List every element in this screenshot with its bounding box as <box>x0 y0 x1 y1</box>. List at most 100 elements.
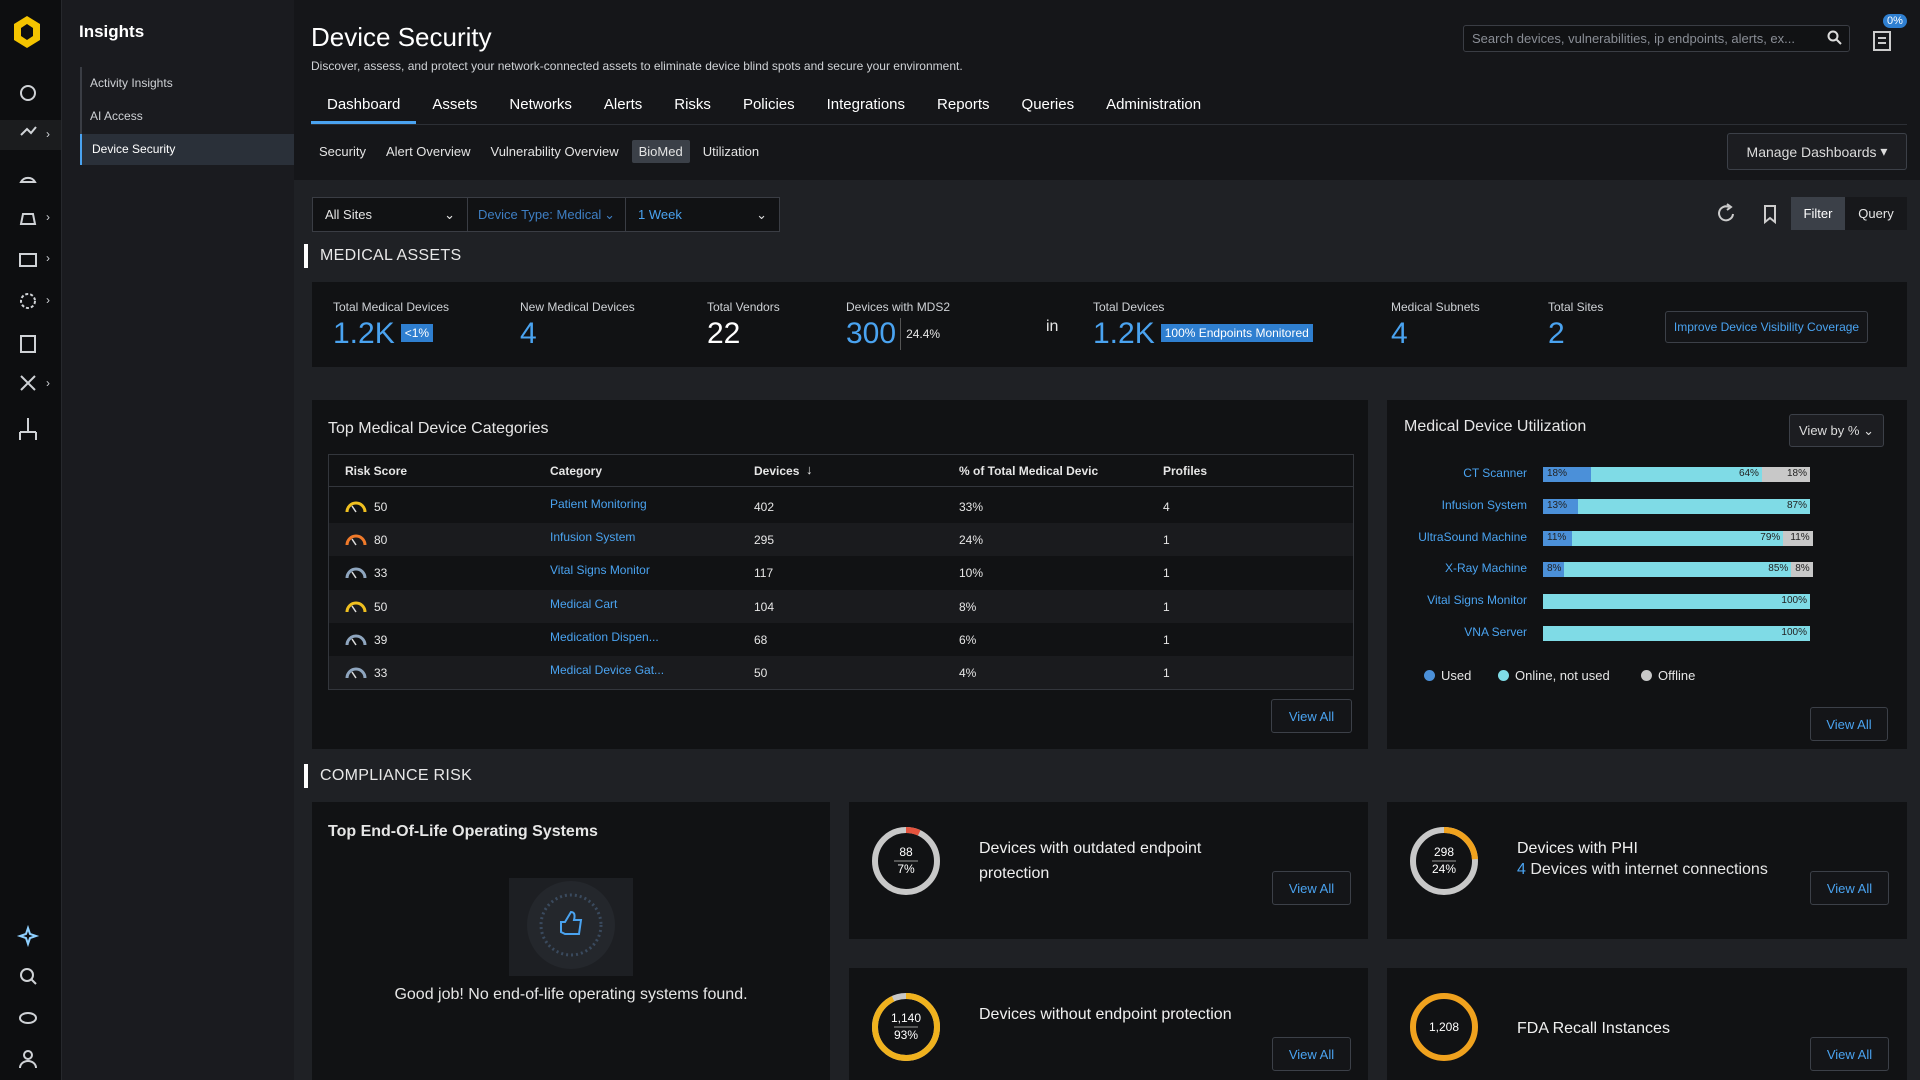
category-link[interactable]: Medical Cart <box>550 597 617 611</box>
column-header: % of Total Medical Devic <box>959 464 1098 478</box>
compliance-card: 1,208FDA Recall InstancesView All <box>1387 968 1907 1080</box>
risk-gauge <box>345 500 367 514</box>
category-link[interactable]: Infusion System <box>550 530 635 544</box>
view-by[interactable]: View by % ⌄ <box>1789 414 1884 447</box>
utilization-bar <box>1578 499 1810 514</box>
tab[interactable]: Networks <box>493 96 588 124</box>
icon-rail: ››››› <box>0 0 62 1080</box>
sub-count[interactable]: 4 <box>1517 861 1526 878</box>
row-label[interactable]: Vital Signs Monitor <box>1427 593 1527 607</box>
category-link[interactable]: Medication Dispen... <box>550 630 659 644</box>
subtab[interactable]: Alert Overview <box>379 140 478 163</box>
table-cell: 10% <box>959 566 983 580</box>
donut: 1,208 <box>1406 989 1482 1065</box>
panel-title: Top Medical Device Categories <box>328 420 549 438</box>
bar-label: 100% <box>1781 595 1807 606</box>
row-label[interactable]: Infusion System <box>1442 498 1527 512</box>
donut-count: 88 <box>899 845 913 859</box>
tab[interactable]: Assets <box>416 96 493 124</box>
table-cell: 33 <box>374 566 387 580</box>
range-select[interactable]: 1 Week⌄ <box>626 198 779 231</box>
column-header: Profiles <box>1163 464 1207 478</box>
sidebar: Insights Activity InsightsAI AccessDevic… <box>62 0 294 1080</box>
table-cell: 104 <box>754 600 774 614</box>
bar-label: 13% <box>1547 500 1567 511</box>
row-label[interactable]: CT Scanner <box>1463 466 1527 480</box>
risk-gauge <box>345 566 367 580</box>
donut-pct: 24% <box>1432 862 1456 876</box>
manage-dashboards[interactable]: Manage Dashboards ▾ <box>1727 133 1907 170</box>
sidebar-item[interactable]: Activity Insights <box>80 68 294 99</box>
tab[interactable]: Alerts <box>588 96 658 124</box>
eol-panel: Top End-Of-Life Operating Systems Good j… <box>312 802 830 1080</box>
view-all[interactable]: View All <box>1810 707 1888 741</box>
tab[interactable]: Queries <box>1006 96 1091 124</box>
type-select[interactable]: Device Type: Medical⌄ <box>468 198 626 231</box>
subtab[interactable]: Security <box>312 140 373 163</box>
stat-label: Devices with MDS2 <box>846 300 950 314</box>
view-all[interactable]: View All <box>1810 871 1889 905</box>
search-icon <box>1827 30 1843 46</box>
tab[interactable]: Integrations <box>811 96 921 124</box>
manage-dashboards-label: Manage Dashboards <box>1747 144 1877 160</box>
stat-label: Total Devices <box>1093 300 1164 314</box>
bar-label: 87% <box>1787 500 1807 511</box>
search-placeholder: Search devices, vulnerabilities, ip endp… <box>1472 31 1795 46</box>
tasks-icon[interactable] <box>1870 24 1900 54</box>
subtab[interactable]: BioMed <box>632 140 690 163</box>
table-cell: 1 <box>1163 666 1170 680</box>
compliance-card: 1,14093%Devices without endpoint protect… <box>849 968 1368 1080</box>
bar-label: 85% <box>1768 563 1788 574</box>
bar-label: 8% <box>1795 563 1809 574</box>
type-label: Device Type: Medical <box>478 207 601 222</box>
subtab[interactable]: Vulnerability Overview <box>484 140 626 163</box>
sidebar-title: Insights <box>79 22 144 42</box>
sidebar-item[interactable]: AI Access <box>80 101 294 132</box>
site-select[interactable]: All Sites⌄ <box>313 198 468 231</box>
table-cell: 33 <box>374 666 387 680</box>
table-cell: 50 <box>374 600 387 614</box>
empty-icon <box>509 862 633 976</box>
tab[interactable]: Reports <box>921 96 1006 124</box>
category-link[interactable]: Patient Monitoring <box>550 497 647 511</box>
view-all[interactable]: View All <box>1810 1037 1889 1071</box>
bar-label: 79% <box>1760 532 1780 543</box>
view-all[interactable]: View All <box>1271 699 1352 733</box>
stat-divider <box>900 318 901 350</box>
tab[interactable]: Dashboard <box>311 96 416 124</box>
tab[interactable]: Administration <box>1090 96 1217 124</box>
row-label[interactable]: VNA Server <box>1464 625 1527 639</box>
view-all[interactable]: View All <box>1272 871 1351 905</box>
category-link[interactable]: Vital Signs Monitor <box>550 563 650 577</box>
search-box[interactable]: Search devices, vulnerabilities, ip endp… <box>1463 25 1850 52</box>
query-button[interactable]: Query <box>1845 197 1907 230</box>
risk-gauge <box>345 600 367 614</box>
tab[interactable]: Policies <box>727 96 811 124</box>
column-header[interactable]: Devices <box>754 464 799 478</box>
row-stripe <box>329 590 1353 623</box>
filter-button[interactable]: Filter <box>1791 197 1845 230</box>
table-cell: 1 <box>1163 633 1170 647</box>
subtab[interactable]: Utilization <box>696 140 766 163</box>
stat-label: Total Vendors <box>707 300 780 314</box>
gauge-needle <box>352 539 356 545</box>
utilization-bar <box>1543 626 1810 641</box>
view-all[interactable]: View All <box>1272 1037 1351 1071</box>
bar-label: 11% <box>1790 532 1809 543</box>
sidebar-item[interactable]: Device Security <box>80 134 294 165</box>
row-stripe <box>329 656 1353 689</box>
filter-bar: All Sites⌄ Device Type: Medical⌄ 1 Week⌄ <box>312 197 780 232</box>
category-link[interactable]: Medical Device Gat... <box>550 663 664 677</box>
tab[interactable]: Risks <box>658 96 727 124</box>
risk-gauge <box>345 633 367 647</box>
table-cell: 1 <box>1163 600 1170 614</box>
sub-text: Devices with internet connections <box>1530 861 1767 878</box>
row-label[interactable]: X-Ray Machine <box>1445 561 1527 575</box>
toolbar-icons[interactable] <box>1715 202 1785 226</box>
card-subline: 4 Devices with internet connections <box>1517 861 1768 879</box>
stat-value: 2 <box>1548 317 1565 351</box>
improve-button[interactable]: Improve Device Visibility Coverage <box>1665 311 1868 343</box>
stat-extra: 24.4% <box>906 327 940 341</box>
row-label[interactable]: UltraSound Machine <box>1418 530 1527 544</box>
panel-title: Medical Device Utilization <box>1404 418 1586 436</box>
